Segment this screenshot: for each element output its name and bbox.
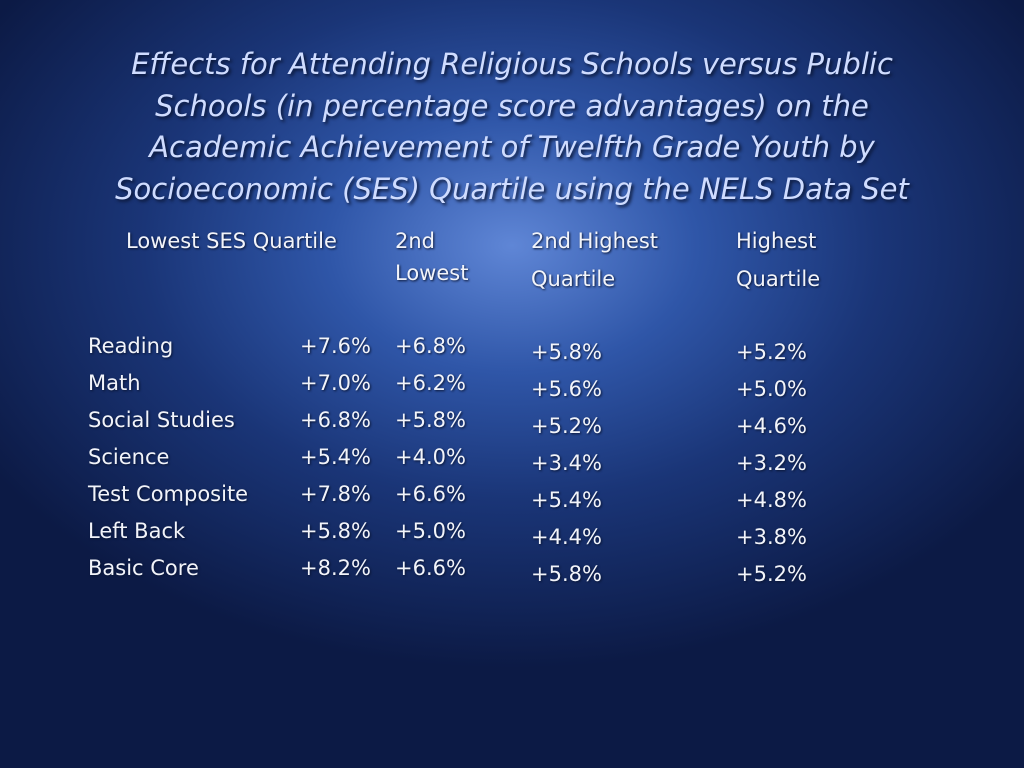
cell-value: +7.8%: [300, 482, 371, 506]
title-line: Academic Achievement of Twelfth Grade Yo…: [149, 130, 875, 164]
cell-value: +5.8%: [300, 519, 371, 543]
cell-value: +4.4%: [531, 525, 602, 549]
cell-value: +5.2%: [736, 340, 807, 364]
column-header: Highest: [736, 229, 817, 253]
row-label: Test Composite: [88, 482, 249, 506]
row-label: Basic Core: [88, 556, 199, 580]
cell-value: +3.4%: [531, 451, 602, 475]
column-header: 2nd Highest: [531, 229, 659, 253]
cell-value: +7.0%: [300, 371, 371, 395]
cell-value: +7.6%: [300, 334, 371, 358]
row-label: Reading: [88, 334, 174, 358]
cell-value: +5.8%: [531, 562, 602, 586]
title-line: Schools (in percentage score advantages)…: [155, 88, 869, 123]
column-header: Quartile: [531, 267, 616, 291]
cell-value: +6.2%: [395, 371, 466, 395]
cell-value: +4.8%: [736, 488, 807, 512]
row-label: Math: [88, 371, 141, 395]
cell-value: +5.4%: [300, 445, 371, 469]
cell-value: +8.2%: [300, 556, 371, 580]
title-line: Socioeconomic (SES) Quartile using the N…: [115, 171, 909, 206]
cell-value: +4.6%: [736, 414, 807, 438]
column-header: Quartile: [736, 267, 821, 291]
row-label: Science: [88, 445, 170, 469]
row-label: Left Back: [88, 519, 186, 543]
column-header: Lowest SES Quartile: [126, 229, 337, 253]
title-line: Effects for Attending Religious Schools …: [131, 47, 893, 81]
cell-value: +4.0%: [395, 445, 466, 469]
cell-value: +6.8%: [300, 408, 371, 432]
cell-value: +5.4%: [531, 488, 602, 512]
cell-value: +5.0%: [395, 519, 466, 543]
cell-value: +6.8%: [395, 334, 466, 358]
cell-value: +3.8%: [736, 525, 807, 549]
column-header: 2nd: [395, 229, 436, 253]
cell-value: +5.2%: [531, 414, 602, 438]
cell-value: +6.6%: [395, 482, 466, 506]
cell-value: +6.6%: [395, 556, 466, 580]
column-header: Lowest: [395, 261, 469, 285]
cell-value: +3.2%: [736, 451, 807, 475]
cell-value: +5.2%: [736, 562, 807, 586]
cell-value: +5.0%: [736, 377, 807, 401]
row-label: Social Studies: [88, 408, 235, 432]
cell-value: +5.6%: [531, 377, 602, 401]
cell-value: +5.8%: [395, 408, 466, 432]
cell-value: +5.8%: [531, 340, 602, 364]
